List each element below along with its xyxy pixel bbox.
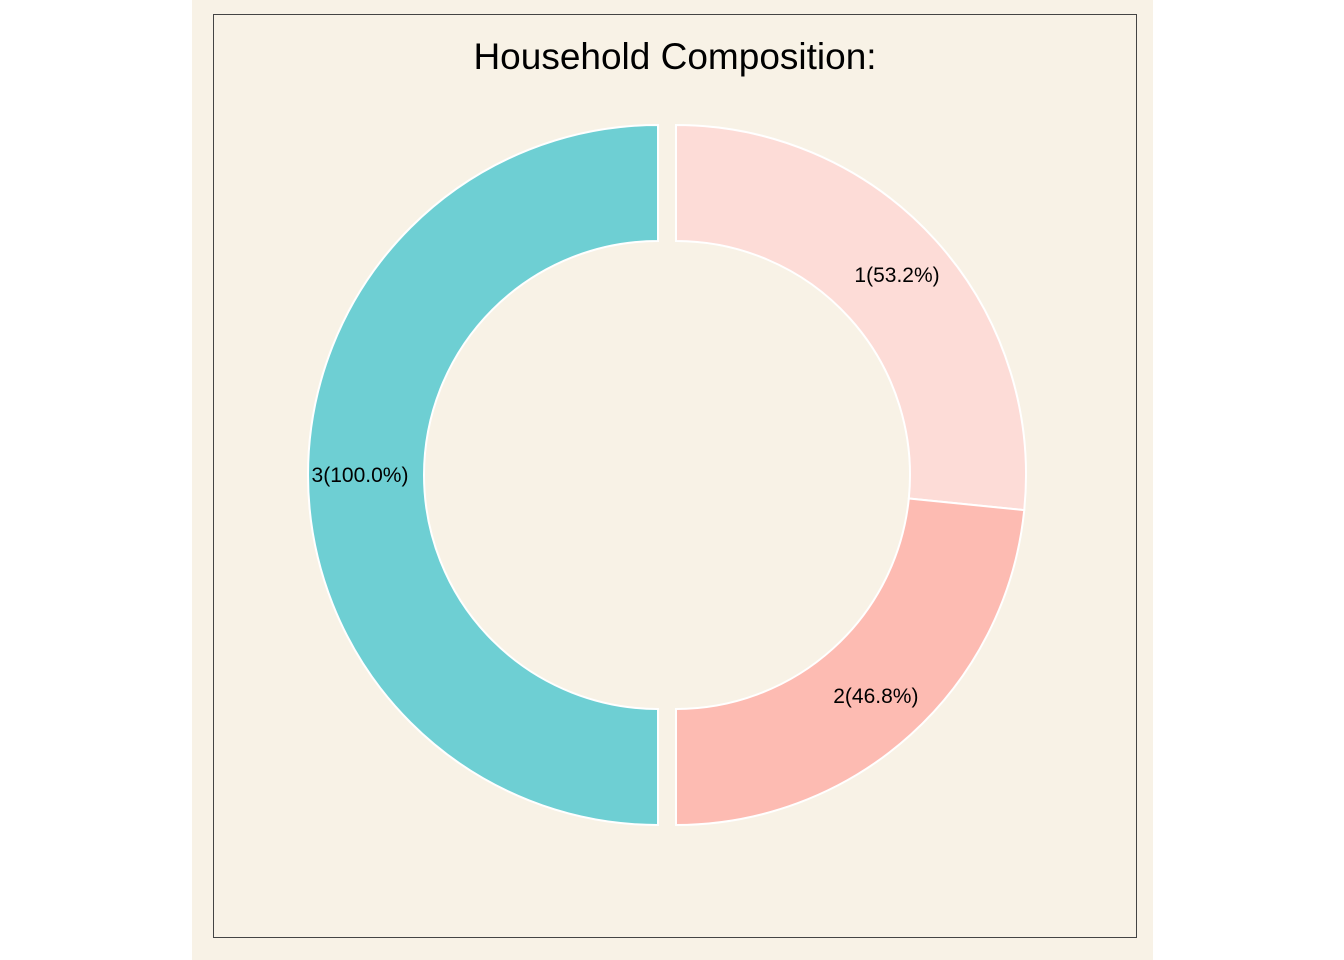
- slice-1: [675, 123, 1027, 512]
- slice-2: [675, 497, 1026, 827]
- slice-label-1: 1(53.2%): [854, 264, 939, 287]
- panel-border: [213, 14, 1137, 938]
- slice-3: [307, 123, 659, 827]
- chart-title: Household Composition:: [473, 36, 877, 77]
- slice-label-3: 3(100.0%): [312, 464, 409, 487]
- slice-label-2: 2(46.8%): [833, 685, 918, 708]
